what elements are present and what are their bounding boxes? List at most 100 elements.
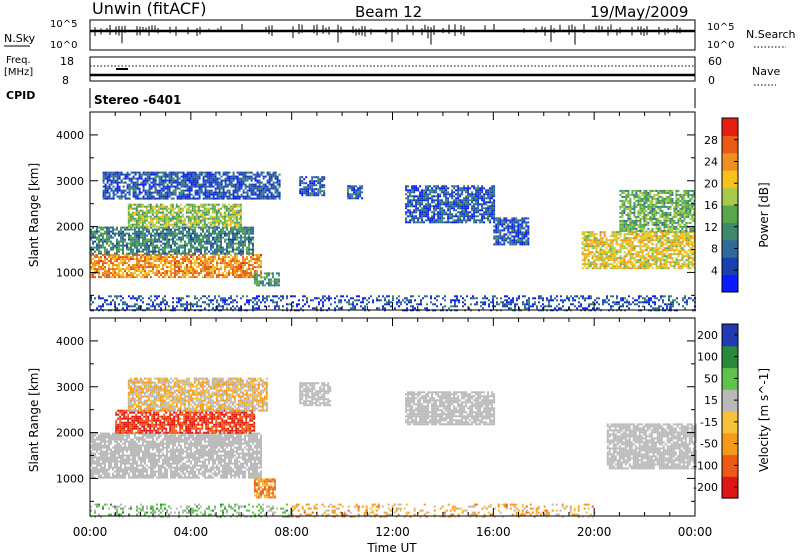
power-cell bbox=[163, 207, 166, 210]
power-cell bbox=[186, 187, 189, 190]
power-cell bbox=[238, 228, 240, 231]
power-cell bbox=[204, 197, 207, 200]
power-cell bbox=[173, 221, 176, 224]
power-cell bbox=[611, 265, 614, 268]
power-cell bbox=[509, 221, 512, 224]
power-cell bbox=[635, 261, 638, 264]
power-cell bbox=[114, 264, 116, 267]
power-cell bbox=[190, 197, 193, 200]
power-cell bbox=[441, 213, 444, 216]
power-cell bbox=[200, 228, 202, 231]
power-cell bbox=[347, 197, 350, 200]
power-cell bbox=[439, 219, 442, 222]
power-cell bbox=[148, 266, 150, 269]
power-cell bbox=[675, 249, 678, 252]
power-cell bbox=[140, 254, 142, 257]
power-cell bbox=[415, 195, 418, 198]
power-cell bbox=[210, 175, 213, 178]
power-cell bbox=[131, 219, 134, 222]
power-cell bbox=[609, 251, 612, 254]
power-cell bbox=[131, 211, 134, 214]
power-cell bbox=[459, 205, 462, 208]
power-cell bbox=[301, 176, 304, 179]
power-cell bbox=[419, 199, 422, 202]
power-cell bbox=[483, 193, 486, 196]
power-cell bbox=[203, 209, 206, 212]
power-cell bbox=[429, 185, 432, 188]
power-cell bbox=[137, 219, 140, 222]
power-cell bbox=[409, 205, 412, 208]
power-cell bbox=[145, 223, 148, 226]
power-cell bbox=[222, 230, 224, 233]
power-cell bbox=[148, 173, 151, 176]
power-cell bbox=[467, 193, 470, 196]
power-cell bbox=[145, 207, 148, 210]
power-cell bbox=[427, 217, 430, 220]
power-cell bbox=[274, 175, 277, 178]
power-cell bbox=[188, 177, 191, 180]
power-cell bbox=[229, 207, 232, 210]
power-cell bbox=[253, 276, 256, 279]
power-cell bbox=[491, 185, 494, 188]
power-cell bbox=[681, 243, 684, 246]
power-cell bbox=[230, 193, 233, 196]
power-cell bbox=[148, 232, 150, 235]
power-cell bbox=[617, 233, 620, 236]
power-cell bbox=[657, 253, 660, 256]
power-cell bbox=[186, 232, 188, 235]
power-cell bbox=[140, 197, 143, 200]
power-cell bbox=[683, 235, 686, 238]
power-cell bbox=[501, 225, 504, 228]
power-cell bbox=[188, 234, 190, 237]
power-cell bbox=[134, 191, 137, 194]
power-cell bbox=[218, 191, 221, 194]
power-cell bbox=[104, 276, 106, 279]
power-cell bbox=[188, 197, 191, 200]
power-cell bbox=[176, 250, 178, 253]
power-cell bbox=[122, 252, 124, 255]
power-cell bbox=[174, 264, 176, 267]
power-cell bbox=[519, 219, 522, 222]
power-cell bbox=[653, 247, 656, 250]
power-cell bbox=[190, 181, 193, 184]
power-cell bbox=[102, 185, 105, 188]
power-cell bbox=[114, 173, 117, 176]
power-cell bbox=[683, 231, 686, 234]
power-cell bbox=[154, 260, 156, 263]
power-cell bbox=[629, 259, 632, 262]
power-cell bbox=[165, 215, 168, 218]
power-cell bbox=[143, 217, 146, 220]
power-cell bbox=[479, 187, 482, 190]
power-cell bbox=[98, 266, 100, 269]
power-cell bbox=[661, 263, 664, 266]
power-cell bbox=[223, 213, 226, 216]
power-cell bbox=[213, 221, 216, 224]
power-cell bbox=[152, 250, 154, 253]
power-cell bbox=[197, 223, 200, 226]
power-cell bbox=[124, 189, 127, 192]
power-cell bbox=[142, 276, 144, 279]
power-cell bbox=[453, 207, 456, 210]
power-cell bbox=[206, 179, 209, 182]
power-cell bbox=[186, 183, 189, 186]
power-cell bbox=[209, 221, 212, 224]
power-cell bbox=[122, 250, 124, 253]
power-cell bbox=[161, 213, 164, 216]
power-cell bbox=[223, 219, 226, 222]
power-cell bbox=[102, 232, 104, 235]
power-cell bbox=[213, 211, 216, 214]
power-cell bbox=[135, 223, 138, 226]
power-cell bbox=[525, 235, 528, 238]
power-cell bbox=[136, 256, 138, 259]
power-cell bbox=[599, 255, 602, 258]
power-cell bbox=[207, 217, 210, 220]
power-cell bbox=[497, 231, 500, 234]
power-cell bbox=[124, 234, 126, 237]
power-cell bbox=[242, 175, 245, 178]
power-cell bbox=[493, 199, 496, 202]
power-cell bbox=[161, 203, 164, 206]
power-cell bbox=[307, 190, 310, 193]
power-cell bbox=[623, 241, 626, 244]
power-cell bbox=[138, 183, 141, 186]
power-cell bbox=[309, 182, 312, 185]
